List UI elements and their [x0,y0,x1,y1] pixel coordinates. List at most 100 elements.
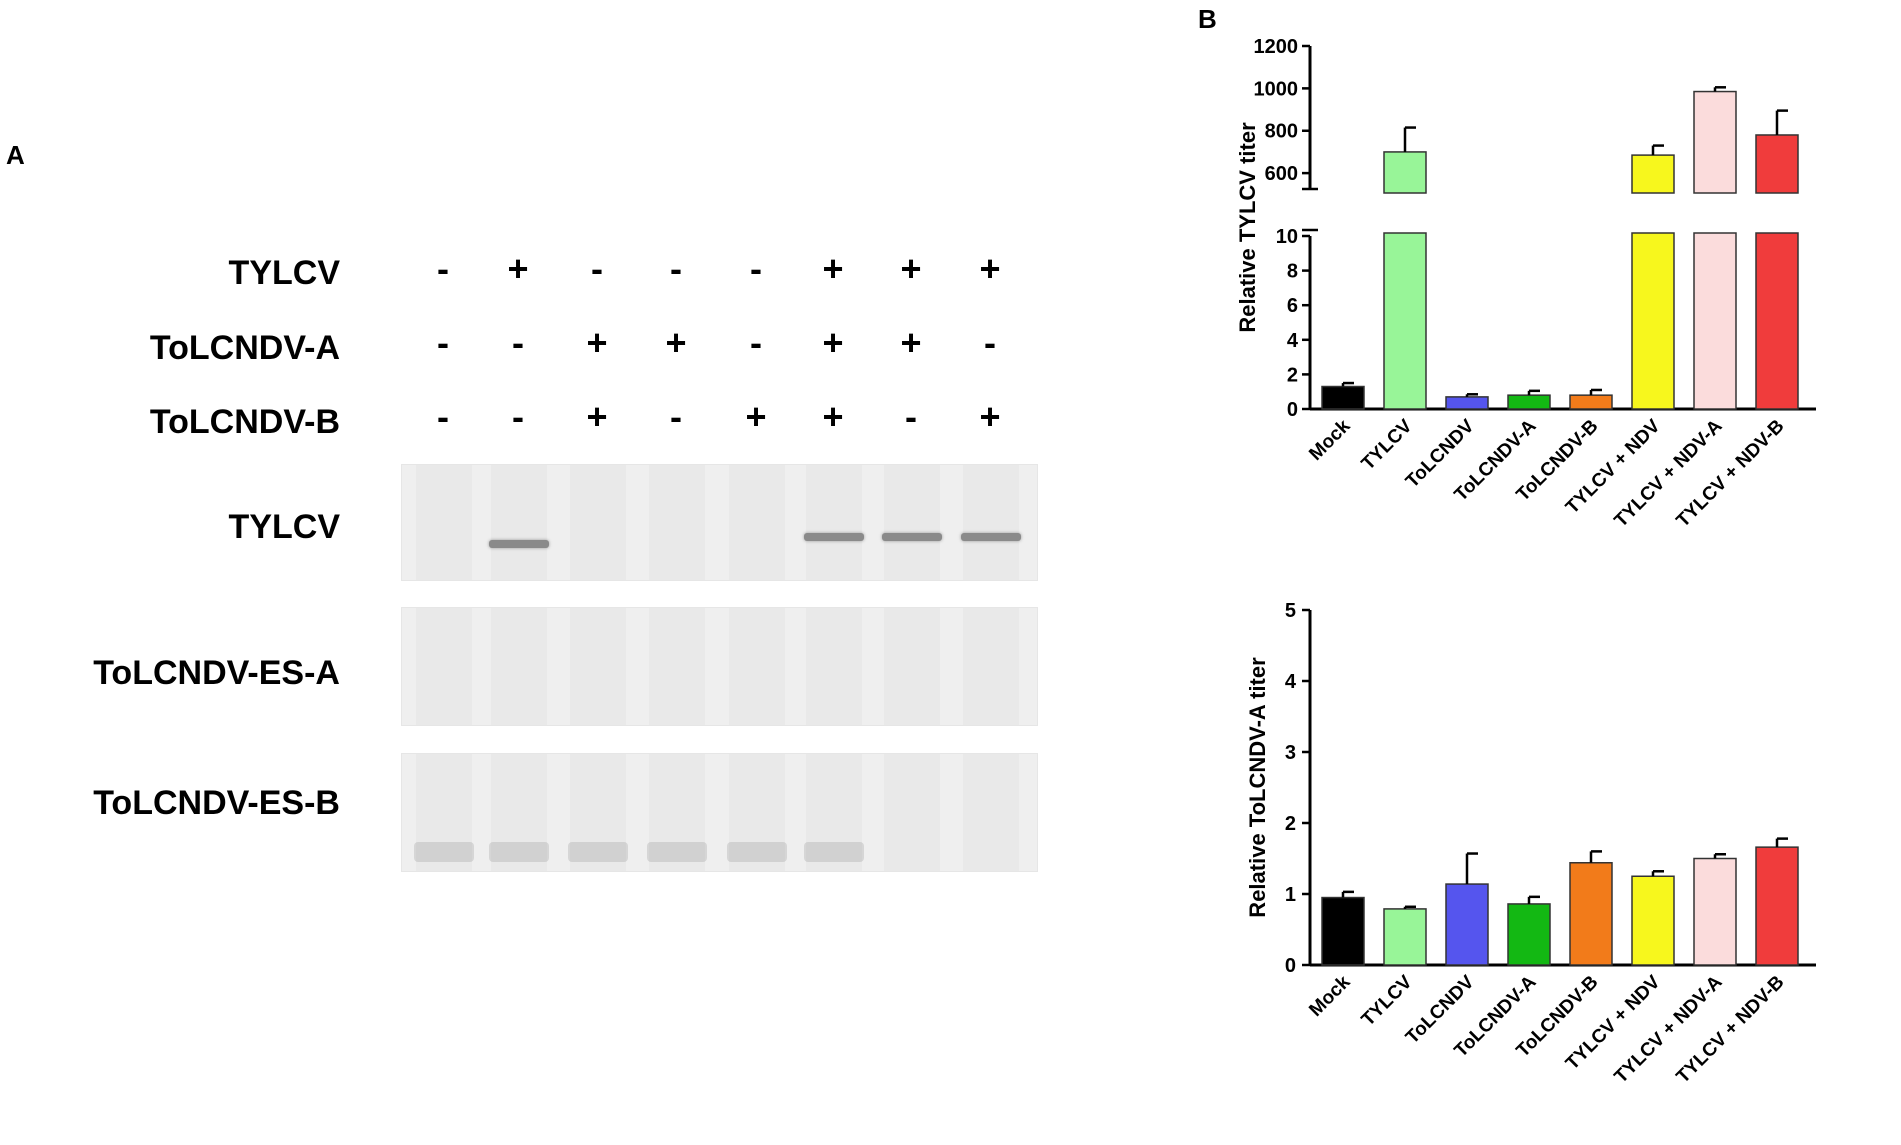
sign: - [512,396,524,437]
sign: + [745,396,767,437]
gel-lane [649,465,705,580]
y-axis-label: Relative TYLCV titer [1235,122,1260,333]
gel-smear [647,842,707,862]
gel-lane [963,754,1019,871]
gel-smear [804,842,864,862]
gel-lane [884,465,940,580]
gel-tolcndv-es-b [401,753,1038,872]
gel-lane [416,608,472,725]
gel-lane [884,754,940,871]
y-tick-label: 1 [1285,884,1296,906]
bar [1383,232,1427,410]
sign: - [670,396,682,437]
sign: + [822,248,844,289]
sign: + [822,396,844,437]
gel-smear [568,842,628,862]
sign: - [437,248,449,289]
bar-upper [1755,134,1799,194]
bar [1321,896,1365,966]
condition-rows: TYLCV ToLCNDV-A ToLCNDV-B [0,0,340,450]
sign: + [507,248,529,289]
sign: + [979,248,1001,289]
y-tick-label: 8 [1287,261,1298,283]
y-tick-label: 600 [1265,163,1298,185]
x-tick-label: TYLCV [1358,971,1417,1030]
x-tick-label: TYLCV [1358,415,1417,474]
gel-lane [491,465,547,580]
gel-lane [806,608,862,725]
axis-break-gap [1312,195,1818,224]
gel-label-tylcv: TYLCV [228,508,340,546]
gel-lane [570,608,626,725]
y-tick-label: 10 [1276,226,1298,248]
bar-upper [1631,154,1675,194]
x-tick-label: TYLCV + NDV-A [1611,971,1727,1087]
bar [1631,232,1675,410]
sign: + [900,322,922,363]
y-tick-label: 0 [1285,955,1296,977]
gel-lane [649,608,705,725]
y-tick-label: 3 [1285,742,1296,764]
sign: - [437,322,449,363]
condition-label-tolcndv-b: ToLCNDV-B [149,403,340,441]
gel-smear [414,842,474,862]
bar-upper [1693,90,1737,194]
bar [1507,394,1551,410]
sign: - [905,396,917,437]
y-tick-label: 5 [1285,600,1296,622]
bar [1445,883,1489,966]
sign: - [750,248,762,289]
bar [1321,385,1365,410]
chart-tylcv-titer: 600 800 1000 1200 0 2 4 6 8 10 Relative TYLCV tite… [1235,36,1818,532]
bar [1569,862,1613,966]
gel-band [804,533,864,541]
bar [1755,846,1799,966]
panel-b-label: B [1198,4,1217,34]
gel-label-tolcndv-es-a: ToLCNDV-ES-A [93,654,340,692]
gel-lane [806,465,862,580]
x-tick-label: Mock [1305,971,1354,1020]
sign: - [670,248,682,289]
gel-lane [884,608,940,725]
bar-upper [1383,151,1427,194]
y-axis-label: Relative ToLCNDV-A titer [1245,657,1270,918]
bar [1445,396,1489,410]
condition-label-tolcndv-a: ToLCNDV-A [149,329,340,367]
sign: + [822,322,844,363]
gel-band [882,533,942,541]
sign: - [984,322,996,363]
gel-lane [570,465,626,580]
gel-label-tolcndv-es-b: ToLCNDV-ES-B [93,784,340,822]
y-tick-label: 800 [1265,121,1298,143]
gel-band [489,540,549,548]
x-tick-label: TYLCV + NDV-B [1673,972,1789,1088]
y-tick-label: 2 [1287,364,1298,386]
sign: + [979,396,1001,437]
gel-row-labels: TYLCV ToLCNDV-ES-A ToLCNDV-ES-B [0,0,340,850]
bar [1693,232,1737,410]
sign: + [665,322,687,363]
sign: + [586,396,608,437]
gel-lane [729,608,785,725]
bar [1569,394,1613,410]
gel-lane [491,608,547,725]
sign: + [900,248,922,289]
bar [1507,903,1551,966]
x-tick-label: TYLCV + NDV-B [1673,416,1789,532]
bar [1383,908,1427,966]
bar [1755,232,1799,410]
gel-lane [963,608,1019,725]
x-tick-label: TYLCV + NDV-A [1611,415,1727,531]
gel-tolcndv-es-a [401,607,1038,726]
y-tick-label: 4 [1287,330,1299,352]
sign: + [586,322,608,363]
sign: - [750,322,762,363]
y-tick-label: 0 [1287,399,1298,421]
gel-lane [963,465,1019,580]
panel-a-label: A [6,140,25,170]
gel-smear [489,842,549,862]
y-tick-label: 1000 [1254,78,1299,100]
gel-lane [729,465,785,580]
gel-band [961,533,1021,541]
y-tick-label: 6 [1287,295,1298,317]
